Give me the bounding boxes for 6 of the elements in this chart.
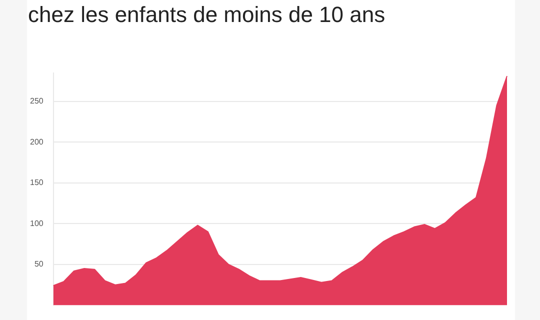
- y-tick-label: 200: [30, 137, 44, 146]
- y-tick-label: 250: [30, 96, 44, 106]
- y-tick-label: 150: [30, 178, 44, 188]
- y-tick-label: 100: [30, 218, 44, 228]
- chart-title: chez les enfants de moins de 10 ans: [28, 2, 386, 28]
- y-tick-label: 50: [34, 260, 44, 269]
